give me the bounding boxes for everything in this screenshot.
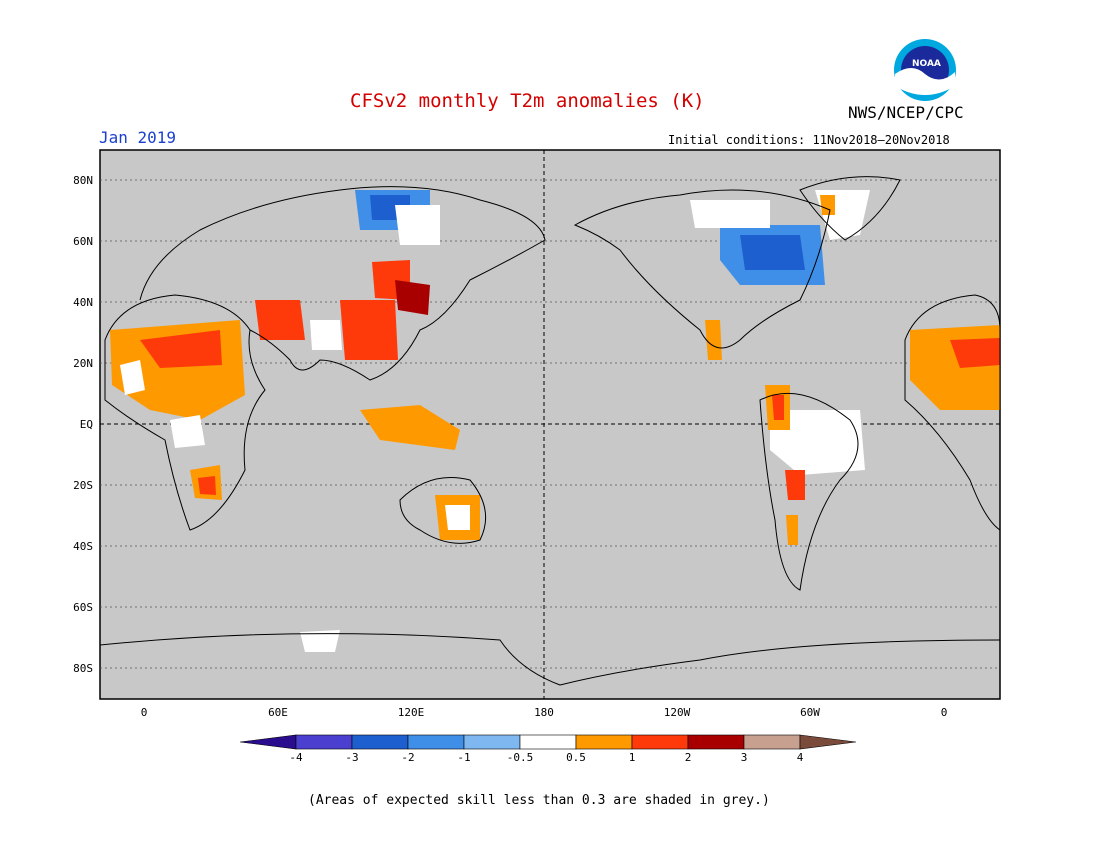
lon-label-180: 180 (534, 706, 554, 719)
coastlines (99, 176, 1001, 686)
lat-label-40s: 40S (73, 540, 93, 553)
lat-label-40n: 40N (73, 296, 93, 309)
initial-conditions: Initial conditions: 11Nov2018–20Nov2018 (668, 133, 950, 147)
noaa-logo-text: NOAA (912, 59, 941, 69)
lat-label-80s: 80S (73, 662, 93, 675)
colorbar-label: -4 (289, 751, 303, 764)
lon-label-120w: 120W (664, 706, 691, 719)
colorbar-swatch-5 (519, 734, 577, 750)
lon-label-0: 0 (141, 706, 148, 719)
lat-label-20n: 20N (73, 357, 93, 370)
colorbar-swatch-2 (351, 734, 409, 750)
colorbar-label: 2 (685, 751, 692, 764)
colorbar-swatch-7 (631, 734, 689, 750)
colorbar-label: -1 (457, 751, 470, 764)
lat-label-60s: 60S (73, 601, 93, 614)
colorbar-arrow-high (799, 734, 857, 750)
colorbar-label: -0.5 (507, 751, 534, 764)
lat-label-20s: 20S (73, 479, 93, 492)
lat-gridlines (100, 179, 1000, 669)
colorbar: -4 -3 -2 -1 -0.5 0.5 1 2 3 4 (239, 734, 857, 764)
colorbar-swatch-4 (463, 734, 521, 750)
colorbar-label: 3 (741, 751, 748, 764)
colorbar-label: 0.5 (566, 751, 586, 764)
colorbar-label: 4 (797, 751, 804, 764)
noaa-logo: NOAA (894, 39, 956, 101)
colorbar-swatch-6 (575, 734, 633, 750)
lon-label-120e: 120E (398, 706, 425, 719)
colorbar-swatch-8 (687, 734, 745, 750)
colorbar-swatch-9 (743, 734, 801, 750)
agency-label: NWS/NCEP/CPC (848, 103, 964, 122)
lon-label-60w: 60W (800, 706, 820, 719)
colorbar-arrow-low (239, 734, 297, 750)
colorbar-swatch-1 (295, 734, 353, 750)
lon-labels: 0 60E 120E 180 120W 60W 0 (141, 706, 948, 719)
colorbar-swatch-3 (407, 734, 465, 750)
colorbar-label: -3 (345, 751, 358, 764)
colorbar-label: -2 (401, 751, 414, 764)
anomaly-shading (110, 190, 1000, 652)
footnote: (Areas of expected skill less than 0.3 a… (308, 793, 770, 808)
colorbar-label: 1 (629, 751, 636, 764)
lat-label-eq: EQ (80, 418, 93, 431)
lat-labels: 80N 60N 40N 20N EQ 20S 40S 60S 80S (73, 174, 93, 675)
lat-label-60n: 60N (73, 235, 93, 248)
lon-label-0-right: 0 (941, 706, 948, 719)
map-title: CFSv2 monthly T2m anomalies (K) (350, 90, 705, 112)
lon-label-60e: 60E (268, 706, 288, 719)
lat-label-80n: 80N (73, 174, 93, 187)
forecast-month: Jan 2019 (99, 128, 177, 147)
